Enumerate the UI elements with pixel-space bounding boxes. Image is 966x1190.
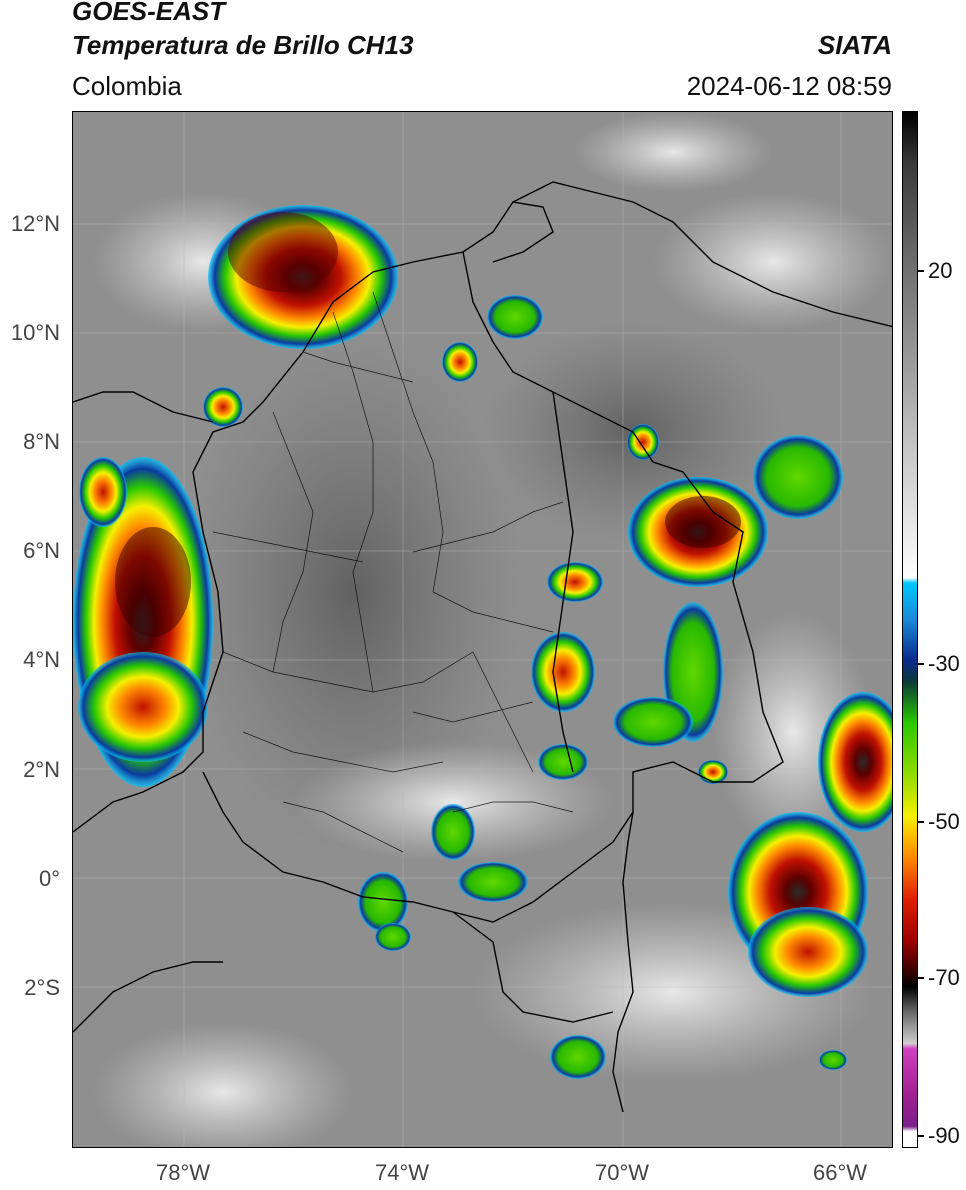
colorbar-label-minus70: -70 [928,965,960,990]
organization-label: SIATA [817,30,892,60]
timestamp-label: 2024-06-12 08:59 [686,71,892,101]
lat-label-12n: 12°N [10,211,60,236]
lat-label-8n: 8°N [23,429,60,454]
storm-cells [73,205,892,1079]
colorbar-label-20: 20 [928,258,953,283]
lon-label-78w: 78°W [155,1160,211,1185]
colorbar-label-minus90: -90 [928,1123,960,1148]
region-label: Colombia [72,71,182,101]
lat-label-0: 0° [38,866,60,891]
product-title: Temperatura de Brillo CH13 [72,30,414,60]
borders [73,181,892,1113]
lat-label-2n: 2°N [23,757,60,782]
colorbar-label-minus30: -30 [928,651,960,676]
departments [212,291,574,853]
colorbar [902,111,918,1148]
lat-label-6n: 6°N [23,538,60,563]
lat-label-2s: 2°S [24,975,60,1000]
lon-label-74w: 74°W [374,1160,430,1185]
lon-label-66w: 66°W [812,1160,868,1185]
lat-label-4n: 4°N [23,647,60,672]
satellite-title: GOES-EAST [72,0,226,26]
lon-label-70w: 70°W [594,1160,650,1185]
lat-label-10n: 10°N [10,320,60,345]
satellite-map [72,111,893,1148]
colorbar-label-minus50: -50 [928,809,960,834]
